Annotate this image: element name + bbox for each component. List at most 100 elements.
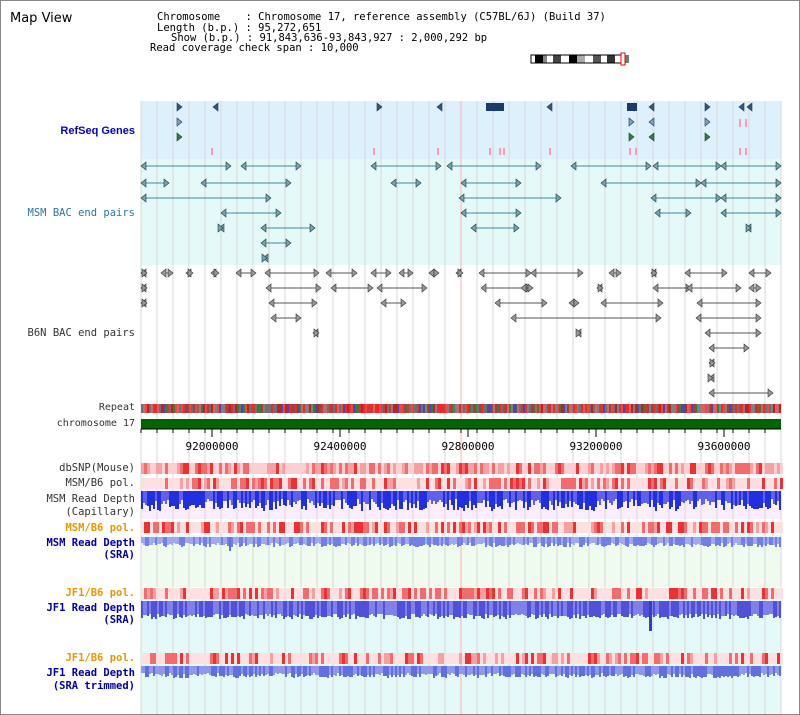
read-depth-bar [665, 491, 667, 504]
repeat-segment [413, 404, 415, 413]
heat-cell [174, 653, 177, 664]
read-depth-bar [547, 666, 549, 676]
read-depth-bar [223, 491, 225, 501]
read-depth-bar [471, 601, 473, 615]
heat-cell [348, 522, 351, 533]
heat-cell [228, 463, 231, 474]
repeat-segment [513, 404, 515, 413]
heat-cell [231, 478, 234, 489]
heat-cell [747, 463, 750, 474]
heat-cell [636, 463, 639, 474]
read-depth-bar [373, 601, 375, 616]
read-depth-bar [371, 666, 373, 675]
heat-cell [411, 463, 414, 474]
heat-cell [750, 522, 753, 533]
read-depth-bar [319, 666, 321, 677]
heat-cell [666, 522, 669, 533]
repeat-segment [465, 404, 467, 413]
read-depth-bar [541, 491, 543, 509]
repeat-segment [735, 404, 737, 413]
read-depth-bar [449, 601, 451, 615]
read-depth-bar [535, 666, 537, 676]
repeat-segment [471, 404, 473, 413]
read-depth-bar [437, 666, 439, 675]
read-depth-bar [685, 601, 687, 615]
heat-cell [579, 653, 582, 664]
heat-cell [189, 478, 192, 489]
heat-cell [534, 478, 537, 489]
bac-end [376, 283, 383, 293]
heat-cell [657, 653, 660, 664]
heat-cell [597, 522, 600, 533]
read-depth-bar [237, 491, 239, 500]
repeat-segment [361, 404, 363, 413]
heat-cell [723, 478, 726, 489]
read-depth-bar [651, 491, 653, 500]
read-depth-bar [601, 491, 603, 499]
read-depth-bar [661, 666, 663, 676]
repeat-segment [235, 404, 237, 413]
read-depth-bar [701, 537, 703, 545]
heat-cell [627, 522, 630, 533]
heat-cell [504, 478, 507, 489]
heat-cell [612, 478, 615, 489]
heat-cell [744, 522, 747, 533]
read-depth-bar [159, 491, 161, 511]
heat-cell [480, 588, 483, 599]
read-depth-bar [305, 666, 307, 676]
read-depth-bar [699, 601, 701, 616]
read-depth-bar [397, 666, 399, 675]
heat-cell [603, 588, 606, 599]
heat-cell [453, 478, 456, 489]
heat-cell [177, 588, 180, 599]
read-depth-bar [483, 666, 485, 675]
heat-cell [156, 653, 159, 664]
heat-cell [369, 653, 372, 664]
read-depth-bar [619, 601, 621, 614]
read-depth-bar [237, 537, 239, 543]
repeat-segment [211, 404, 213, 413]
heat-cell [555, 522, 558, 533]
read-depth-bar [511, 537, 513, 544]
heat-cell [747, 588, 750, 599]
heat-cell [456, 463, 459, 474]
read-depth-bar [623, 537, 625, 545]
read-depth-bar [475, 491, 477, 508]
heat-cell [441, 478, 444, 489]
heat-cell [162, 588, 165, 599]
read-depth-bar [601, 666, 603, 673]
heat-cell [771, 522, 774, 533]
read-depth-bar [647, 601, 649, 617]
read-depth-bar [305, 537, 307, 545]
heat-cell [240, 522, 243, 533]
repeat-segment [457, 404, 459, 413]
read-depth-bar [233, 601, 235, 617]
read-depth-bar [277, 491, 279, 501]
read-depth-bar [603, 666, 605, 676]
heat-cell [318, 478, 321, 489]
bac-end [428, 268, 435, 278]
heat-cell [537, 463, 540, 474]
heat-cell [777, 588, 780, 599]
read-depth-bar [317, 491, 319, 503]
heat-cell [669, 478, 672, 489]
read-depth-bar [401, 537, 403, 546]
read-depth-bar [167, 666, 169, 676]
heat-cell [381, 588, 384, 599]
heat-cell [144, 522, 147, 533]
read-depth-bar [217, 666, 219, 673]
heat-cell [561, 478, 564, 489]
read-depth-bar [271, 601, 273, 617]
heat-cell [192, 653, 195, 664]
read-depth-bar [515, 666, 517, 677]
read-depth-bar [285, 537, 287, 544]
repeat-segment [701, 404, 703, 413]
heat-cell [396, 653, 399, 664]
bac-end [141, 298, 148, 308]
bac-end [270, 313, 277, 323]
repeat-segment [213, 404, 215, 413]
read-depth-bar [735, 601, 737, 615]
read-depth-bar [363, 537, 365, 546]
